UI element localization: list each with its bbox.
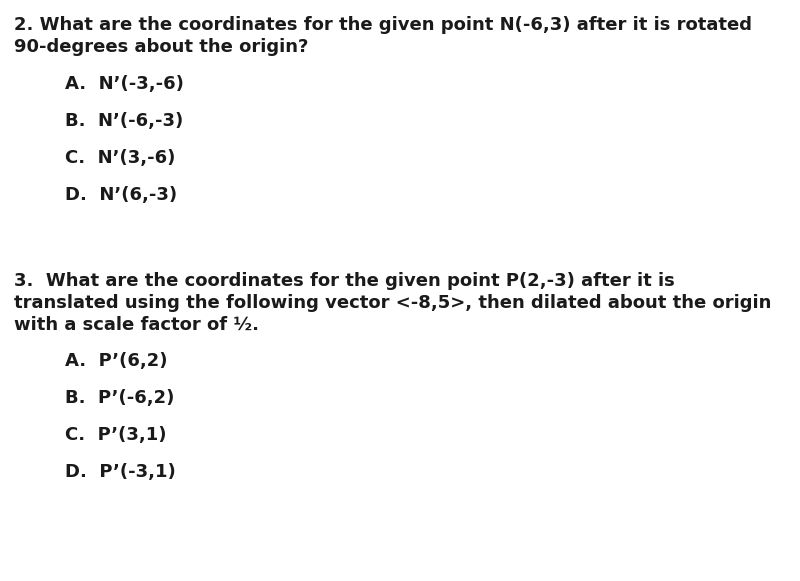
Text: translated using the following vector <-8,5>, then dilated about the origin: translated using the following vector <-… xyxy=(14,294,771,312)
Text: B.  P’(-6,2): B. P’(-6,2) xyxy=(65,389,174,407)
Text: A.  N’(-3,-6): A. N’(-3,-6) xyxy=(65,75,184,93)
Text: D.  P’(-3,1): D. P’(-3,1) xyxy=(65,463,176,481)
Text: C.  N’(3,-6): C. N’(3,-6) xyxy=(65,149,175,167)
Text: B.  N’(-6,-3): B. N’(-6,-3) xyxy=(65,112,183,130)
Text: with a scale factor of ½.: with a scale factor of ½. xyxy=(14,316,259,334)
Text: C.  P’(3,1): C. P’(3,1) xyxy=(65,426,166,444)
Text: 3.  What are the coordinates for the given point P(2,-3) after it is: 3. What are the coordinates for the give… xyxy=(14,272,674,290)
Text: 2. What are the coordinates for the given point N(-6,3) after it is rotated: 2. What are the coordinates for the give… xyxy=(14,16,752,34)
Text: 90-degrees about the origin?: 90-degrees about the origin? xyxy=(14,38,308,56)
Text: A.  P’(6,2): A. P’(6,2) xyxy=(65,352,167,370)
Text: D.  N’(6,-3): D. N’(6,-3) xyxy=(65,186,177,204)
